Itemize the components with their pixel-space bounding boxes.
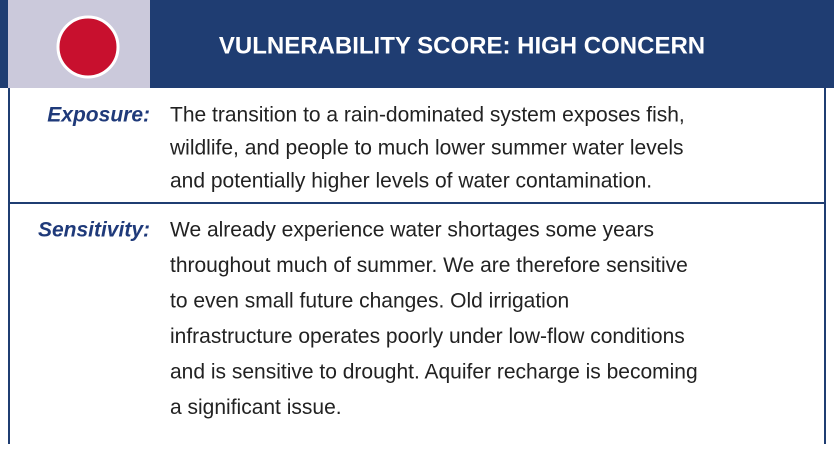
- row-text: and potentially higher levels of water c…: [170, 170, 652, 193]
- header-title: VULNERABILITY SCORE: HIGH CONCERN: [219, 32, 705, 59]
- row-text: to even small future changes. Old irriga…: [170, 290, 569, 313]
- row-label: Sensitivity:: [38, 219, 150, 242]
- row-text: a significant issue.: [170, 396, 342, 419]
- row-text: throughout much of summer. We are theref…: [170, 254, 688, 277]
- row-text: We already experience water shortages so…: [170, 219, 654, 242]
- row-text: infrastructure operates poorly under low…: [170, 325, 685, 348]
- row-text: The transition to a rain-dominated syste…: [170, 104, 685, 127]
- row-text: and is sensitive to drought. Aquifer rec…: [170, 361, 698, 384]
- score-icon: [56, 15, 120, 79]
- row-text: wildlife, and people to much lower summe…: [169, 137, 684, 160]
- row-label: Exposure:: [47, 104, 150, 127]
